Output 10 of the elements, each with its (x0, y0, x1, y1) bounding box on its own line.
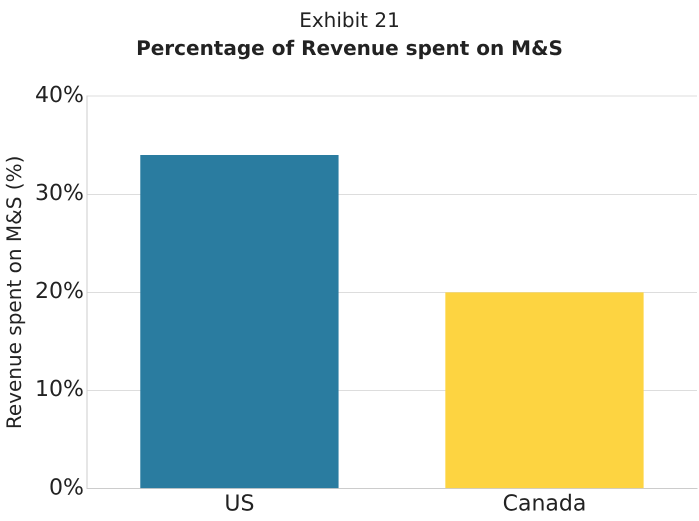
chart-subtitle: Percentage of Revenue spent on M&S (135, 36, 564, 60)
y-tick-label: 20% (34, 279, 84, 304)
y-tick-label: 10% (34, 377, 84, 402)
y-axis-title: Revenue spent on M&S (%) (2, 156, 26, 430)
y-tick-label: 30% (34, 181, 84, 206)
x-tick-label: US (224, 492, 254, 517)
x-tick-label: Canada (502, 492, 586, 517)
y-tick-label: 0% (48, 475, 84, 500)
chart-title: Exhibit 21 (298, 8, 401, 32)
y-tick-label: 40% (34, 82, 84, 108)
